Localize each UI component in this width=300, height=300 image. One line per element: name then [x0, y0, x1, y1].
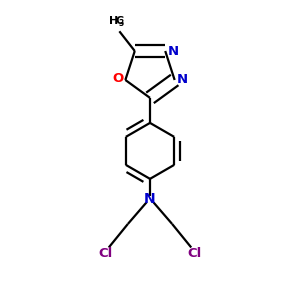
Text: H: H: [109, 16, 118, 26]
Text: N: N: [177, 74, 188, 86]
Text: Cl: Cl: [188, 248, 202, 260]
Text: O: O: [112, 72, 123, 85]
Text: N: N: [144, 192, 156, 206]
Text: C: C: [116, 16, 124, 26]
Text: 3: 3: [119, 19, 124, 28]
Text: Cl: Cl: [98, 248, 112, 260]
Text: N: N: [167, 44, 178, 58]
